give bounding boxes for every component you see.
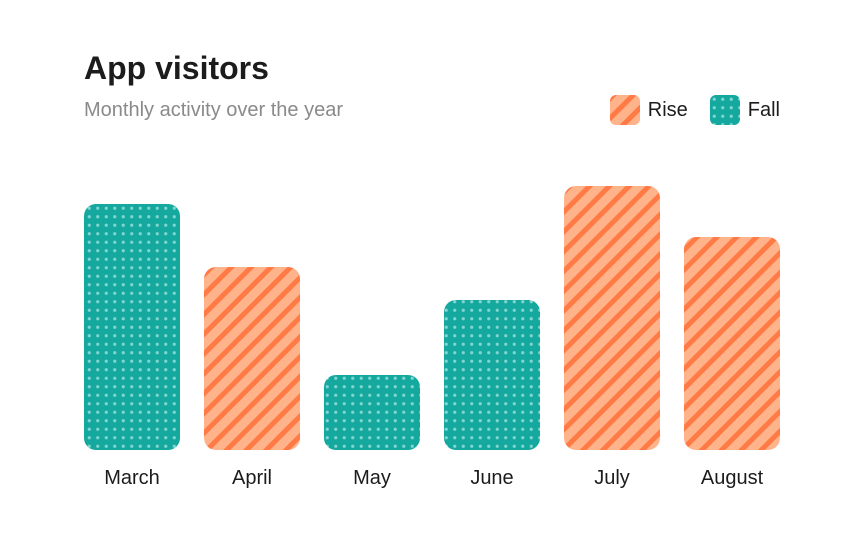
bar-july bbox=[564, 186, 660, 450]
x-tick-label-may: May bbox=[353, 467, 391, 489]
bar-may bbox=[324, 375, 420, 450]
legend-item-rise: Rise bbox=[609, 95, 688, 125]
bar-april bbox=[204, 267, 300, 450]
x-tick-label-august: August bbox=[701, 467, 764, 489]
legend-label-rise: Rise bbox=[647, 98, 688, 121]
rise-swatch-icon bbox=[609, 95, 640, 125]
bar-march bbox=[84, 204, 180, 450]
legend-label-fall: Fall bbox=[747, 98, 780, 121]
bar-august bbox=[684, 237, 780, 450]
x-tick-label-april: April bbox=[232, 467, 272, 489]
x-axis-labels: March April May June July August bbox=[104, 467, 763, 489]
x-tick-label-march: March bbox=[104, 467, 160, 489]
legend: Rise Fall bbox=[609, 95, 780, 125]
bar-june bbox=[444, 300, 540, 450]
x-tick-label-june: June bbox=[470, 467, 513, 489]
bars-group bbox=[84, 186, 780, 450]
legend-item-fall: Fall bbox=[709, 95, 780, 125]
chart-subtitle: Monthly activity over the year bbox=[84, 99, 343, 121]
fall-swatch-icon bbox=[709, 95, 740, 125]
x-tick-label-july: July bbox=[594, 467, 630, 489]
chart-title: App visitors bbox=[84, 50, 269, 86]
